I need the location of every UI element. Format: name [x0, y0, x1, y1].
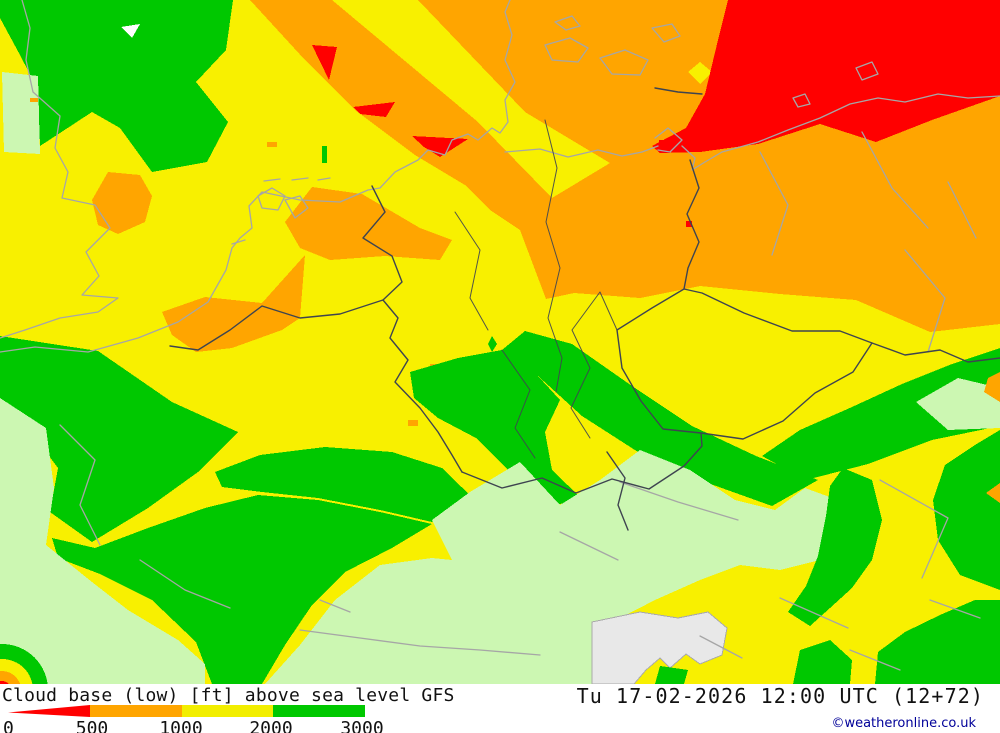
legend-tick-3000: 3000	[340, 718, 384, 733]
region-green-bridge	[410, 350, 583, 506]
region-green-dash	[322, 146, 327, 163]
region-red-dot-ruegen	[659, 140, 665, 146]
region-green-tip	[655, 666, 688, 684]
region-green-france-band	[215, 447, 480, 522]
region-green-carpathy	[762, 348, 1000, 480]
region-red-dot-east	[686, 221, 692, 227]
legend-segment-green	[273, 705, 365, 717]
region-green-sw-band	[52, 495, 432, 684]
map-footer: Cloud base (low) [ft] above sea level GF…	[0, 684, 1000, 733]
region-orange-nl	[285, 187, 452, 260]
region-red-elbe	[412, 136, 468, 157]
legend-tick-1000: 1000	[159, 718, 203, 733]
region-green-diamond	[488, 336, 497, 352]
region-orange-england	[92, 172, 152, 234]
region-yellow-pocket-bremen	[385, 152, 432, 196]
legend-segment-red	[8, 705, 90, 717]
region-green-balkan-1	[793, 640, 852, 684]
region-green-east-edge	[933, 430, 1000, 590]
region-red-baltic	[652, 0, 1000, 153]
region-orange-edge-1	[984, 372, 1000, 402]
region-yellow-pocket-denmark	[688, 62, 712, 84]
coastlines	[0, 0, 1000, 671]
legend-colorbar	[0, 705, 400, 717]
map-title: Cloud base (low) [ft] above sea level GF…	[2, 685, 455, 706]
region-green-pannonia-band	[788, 468, 882, 626]
bullseye-red	[0, 681, 9, 684]
region-white-patch	[121, 24, 140, 38]
copyright-watermark: ©weatheronline.co.uk	[831, 716, 976, 731]
country-borders	[169, 87, 1000, 531]
region-pale-biscay	[0, 398, 205, 684]
region-green-balkan-2	[875, 600, 1000, 684]
region-pale-northsea	[2, 72, 40, 154]
region-adriatic-sea	[591, 611, 728, 684]
bullseye-orange	[0, 671, 21, 684]
map-canvas	[0, 0, 1000, 684]
region-orange-bit-2	[408, 420, 418, 426]
region-red-triangle	[312, 45, 337, 80]
region-orange-belgium	[162, 255, 305, 352]
legend-segment-yellow	[182, 705, 273, 717]
cloud-base-map	[0, 0, 1000, 684]
region-green-channel	[0, 336, 238, 542]
region-orange-edge-2	[986, 483, 1000, 503]
region-red-streak	[353, 102, 395, 117]
region-orange-bit-3	[267, 142, 277, 147]
legend-tick-0: 0	[3, 718, 14, 733]
legend-tick-2000: 2000	[249, 718, 293, 733]
region-pale-east	[916, 378, 1000, 430]
forecast-timestamp: Tu 17-02-2026 12:00 UTC (12+72)	[576, 684, 984, 708]
region-green-erzgebirge	[502, 331, 818, 506]
region-orange-dash	[30, 98, 38, 102]
legend-segment-orange	[90, 705, 182, 717]
legend-tick-500: 500	[75, 718, 109, 733]
